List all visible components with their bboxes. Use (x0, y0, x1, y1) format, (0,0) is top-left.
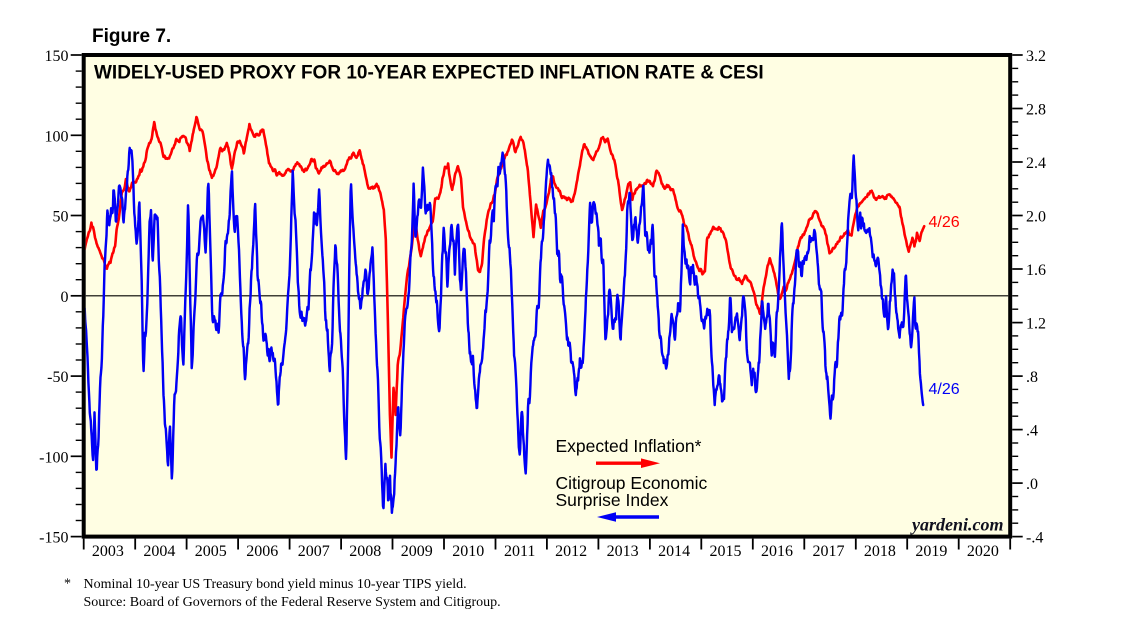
svg-text:2007: 2007 (298, 543, 330, 560)
svg-text:Citigroup Economic: Citigroup Economic (556, 473, 708, 493)
svg-text:Nominal 10-year US Treasury bo: Nominal 10-year US Treasury bond yield m… (84, 577, 467, 592)
svg-text:2019: 2019 (915, 543, 947, 560)
svg-text:100: 100 (45, 128, 69, 145)
svg-text:WIDELY-USED PROXY FOR 10-YEAR: WIDELY-USED PROXY FOR 10-YEAR EXPECTED I… (94, 63, 764, 84)
svg-text:2012: 2012 (555, 543, 587, 560)
svg-text:2016: 2016 (761, 543, 793, 560)
svg-text:*: * (64, 577, 71, 592)
svg-text:1.6: 1.6 (1026, 262, 1046, 279)
svg-text:1.2: 1.2 (1026, 316, 1046, 333)
svg-text:-150: -150 (39, 530, 68, 547)
svg-text:2015: 2015 (710, 543, 742, 560)
svg-text:2008: 2008 (349, 543, 381, 560)
svg-text:2.0: 2.0 (1026, 209, 1046, 226)
svg-text:-50: -50 (47, 369, 68, 386)
svg-text:150: 150 (45, 48, 69, 65)
svg-text:-.4: -.4 (1026, 530, 1043, 547)
svg-text:yardeni.com: yardeni.com (910, 515, 1004, 535)
svg-text:3.2: 3.2 (1026, 48, 1046, 65)
svg-text:2020: 2020 (967, 543, 999, 560)
svg-text:2006: 2006 (246, 543, 278, 560)
svg-text:2013: 2013 (607, 543, 639, 560)
svg-text:-100: -100 (39, 449, 68, 466)
svg-text:2.8: 2.8 (1026, 102, 1046, 119)
svg-text:2.4: 2.4 (1026, 155, 1046, 172)
svg-text:Figure 7.: Figure 7. (92, 26, 171, 47)
svg-text:2003: 2003 (92, 543, 124, 560)
svg-text:2009: 2009 (401, 543, 433, 560)
svg-text:.0: .0 (1026, 476, 1038, 493)
svg-text:.4: .4 (1026, 423, 1038, 440)
svg-text:4/26: 4/26 (929, 214, 960, 231)
svg-text:2017: 2017 (813, 543, 845, 560)
svg-text:.8: .8 (1026, 369, 1038, 386)
svg-text:4/26: 4/26 (929, 381, 960, 398)
svg-text:Expected Inflation*: Expected Inflation* (556, 436, 702, 456)
svg-text:50: 50 (53, 209, 69, 226)
svg-text:Source: Board of Governors of: Source: Board of Governors of the Federa… (84, 595, 501, 610)
svg-text:2005: 2005 (195, 543, 227, 560)
svg-text:0: 0 (61, 289, 69, 306)
svg-text:2004: 2004 (143, 543, 175, 560)
svg-text:2014: 2014 (658, 543, 690, 560)
svg-text:Surprise Index: Surprise Index (556, 490, 669, 510)
svg-text:2010: 2010 (452, 543, 484, 560)
svg-text:2018: 2018 (864, 543, 896, 560)
svg-text:2011: 2011 (504, 543, 535, 560)
